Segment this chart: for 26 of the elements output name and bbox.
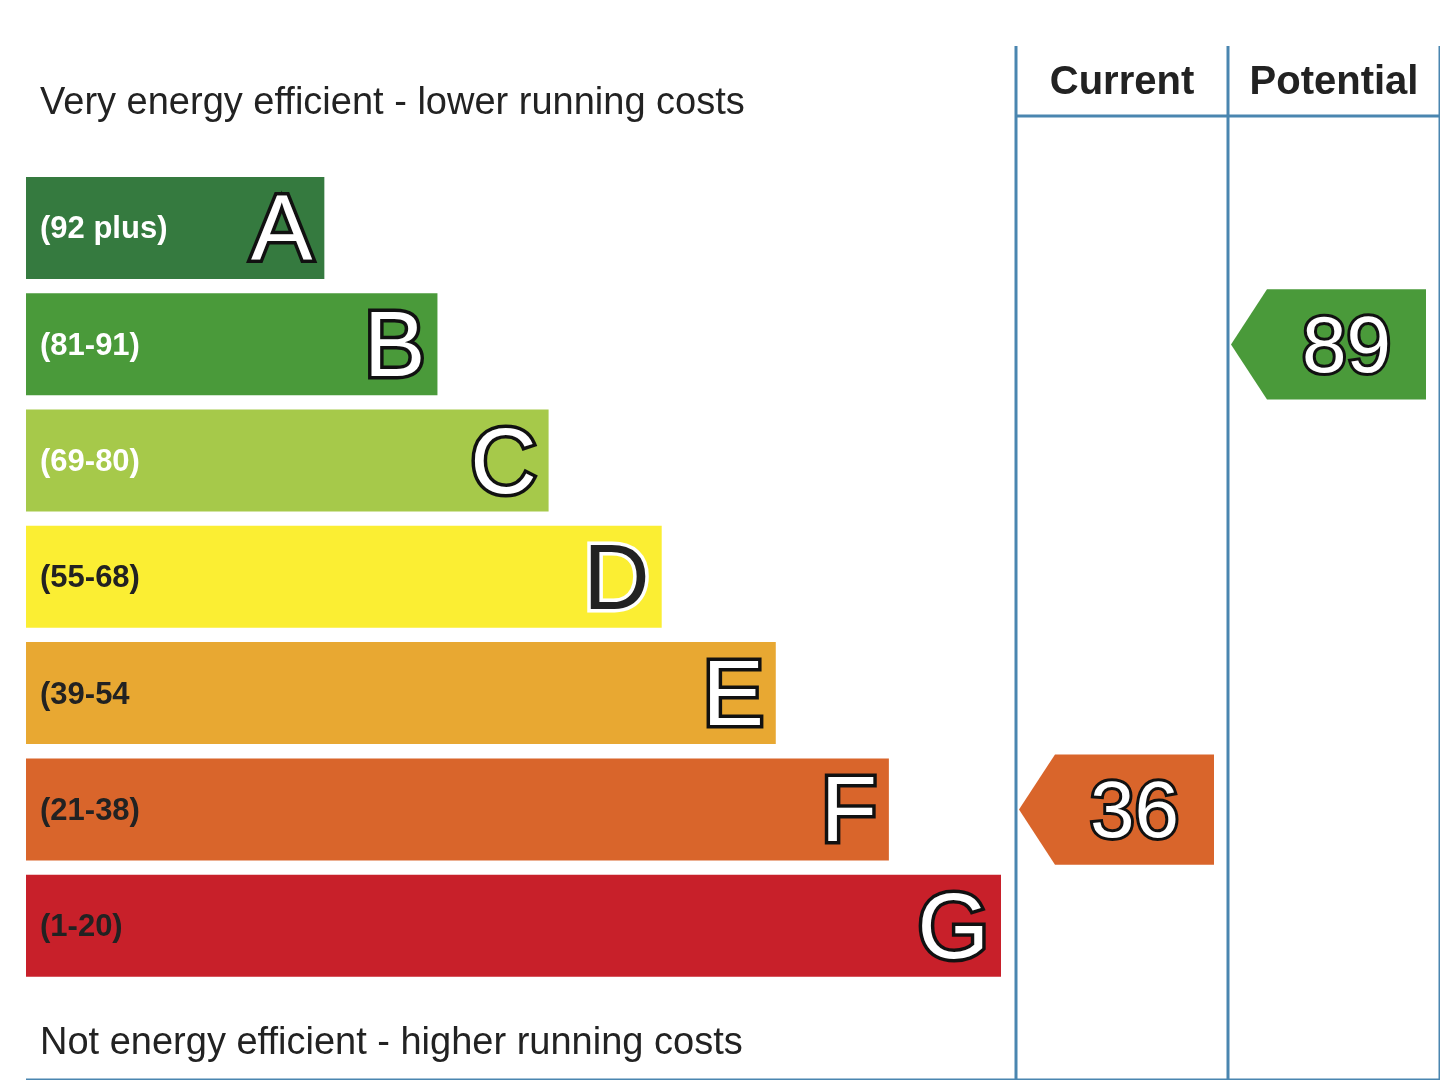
y-tick-label: E <box>702 642 764 745</box>
chart-title: Very energy efficient - lower running costs <box>40 80 745 123</box>
text: Potential <box>1249 58 1419 102</box>
annotation: (92 plus) <box>40 210 168 246</box>
annotation: (55-68) <box>40 559 140 595</box>
bar <box>26 642 776 745</box>
y-tick-label: D <box>583 525 650 628</box>
bar <box>26 525 662 628</box>
annotation: (39-54 <box>40 675 131 711</box>
text: Not energy efficient - higher running costs <box>40 1020 743 1063</box>
annotation: (69-80) <box>40 443 140 479</box>
text: Current <box>1049 58 1195 102</box>
y-tick-label: A <box>250 176 313 279</box>
annotation: (1-20) <box>40 908 123 944</box>
annotation: (81-91) <box>40 326 140 362</box>
y-tick-label: C <box>470 409 537 512</box>
bar <box>26 293 438 396</box>
y-tick-label: F <box>820 758 877 861</box>
text: 89 <box>1302 299 1391 389</box>
y-tick-label: G <box>917 874 989 977</box>
bar <box>26 874 1001 977</box>
bar <box>26 758 889 861</box>
y-tick-label: B <box>364 293 426 396</box>
text: 36 <box>1090 765 1179 855</box>
annotation: (21-38) <box>40 791 140 827</box>
bar <box>26 409 549 512</box>
